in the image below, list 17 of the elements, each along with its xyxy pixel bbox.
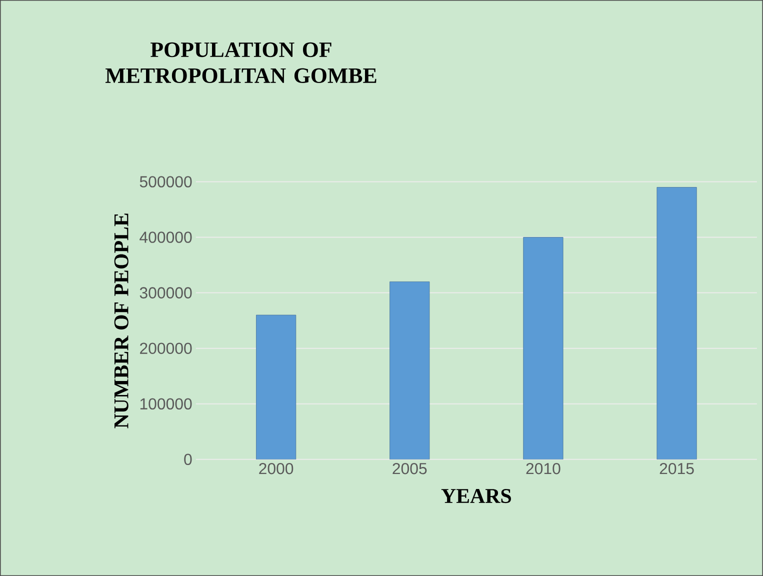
- bar: [390, 282, 430, 460]
- x-tick-label: 2005: [392, 462, 427, 474]
- x-tick-label: 2010: [526, 462, 560, 474]
- y-tick-label: 500000: [140, 176, 192, 188]
- y-tick-label: 100000: [140, 398, 192, 410]
- y-tick-label: 400000: [140, 232, 192, 243]
- y-tick-label: 0: [184, 454, 192, 466]
- y-axis-title: NUMBER OF PEOPLE: [114, 214, 128, 428]
- y-tick-label: 300000: [140, 287, 192, 298]
- bar: [523, 237, 564, 460]
- x-tick-label: 2015: [660, 462, 694, 474]
- bar: [656, 187, 697, 460]
- x-tick-label: 2000: [259, 462, 294, 474]
- chart-title: POPULATION OF METROPOLITAN GOMBE: [105, 42, 376, 84]
- x-axis-title: YEARS: [441, 489, 511, 504]
- y-tick-label: 200000: [140, 342, 192, 354]
- bar: [256, 314, 296, 460]
